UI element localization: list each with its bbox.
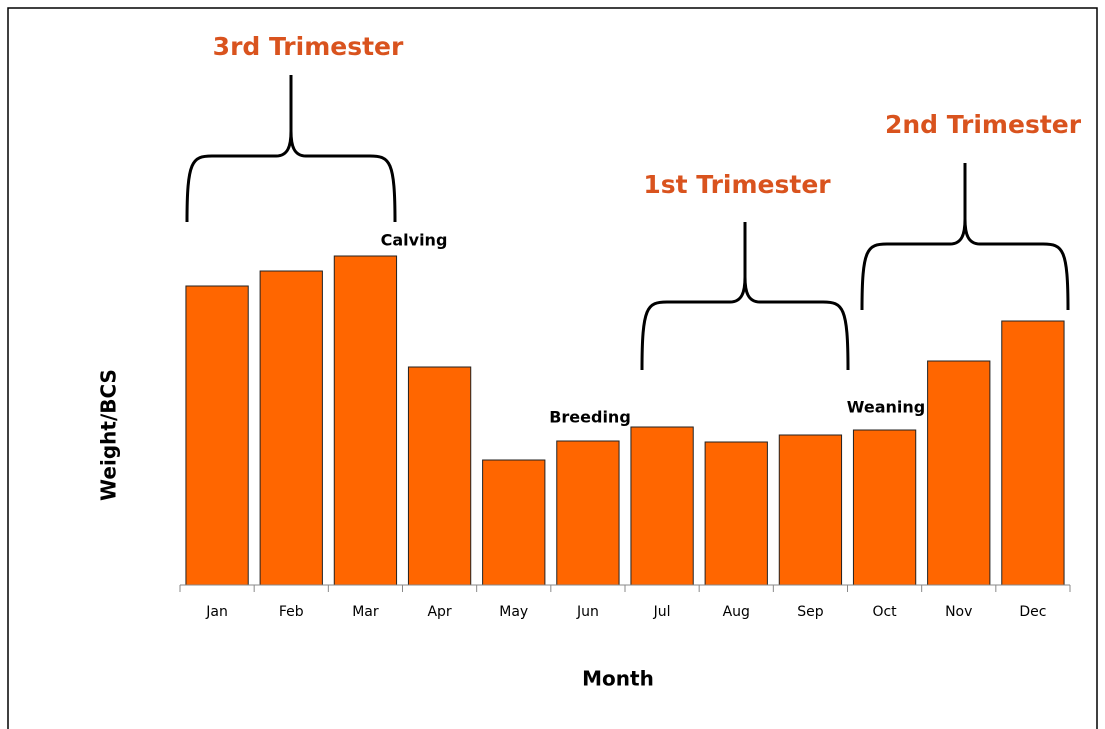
x-tick-label: Mar — [352, 604, 379, 620]
bar — [852, 429, 917, 586]
x-tick-label: Nov — [945, 604, 972, 620]
bar — [333, 255, 398, 586]
x-tick-label: Dec — [1019, 604, 1046, 620]
bar — [185, 285, 249, 586]
annotation: 3rd Trimester — [213, 32, 404, 61]
bar — [482, 459, 546, 586]
x-tick-label: Aug — [723, 604, 750, 620]
x-axis-label: Month — [582, 667, 654, 691]
x-tick-label: Jan — [205, 604, 228, 620]
bar — [927, 360, 991, 586]
bar — [778, 434, 843, 586]
brace — [860, 163, 1070, 311]
x-tick-label: Feb — [279, 604, 304, 620]
bar — [704, 441, 768, 586]
braces — [185, 75, 1070, 371]
brace — [185, 75, 397, 223]
bar — [407, 366, 472, 586]
x-tick-label: Sep — [797, 604, 824, 620]
x-tick-label: Jul — [653, 604, 671, 620]
annotation: Calving — [381, 231, 448, 250]
annotation: 1st Trimester — [643, 170, 831, 199]
bar — [556, 440, 620, 586]
bar — [259, 270, 323, 586]
annotation: Weaning — [847, 398, 925, 417]
annotation: Breeding — [549, 408, 631, 427]
x-tick-label: May — [499, 604, 528, 620]
y-axis-label: Weight/BCS — [97, 369, 121, 501]
annotation: 2nd Trimester — [885, 110, 1082, 139]
x-tick-label: Apr — [427, 604, 451, 620]
x-tick-label: Jun — [576, 604, 599, 620]
bar — [1001, 320, 1065, 586]
x-tick-label: Oct — [872, 604, 897, 620]
bar — [630, 426, 694, 586]
brace — [640, 222, 850, 371]
